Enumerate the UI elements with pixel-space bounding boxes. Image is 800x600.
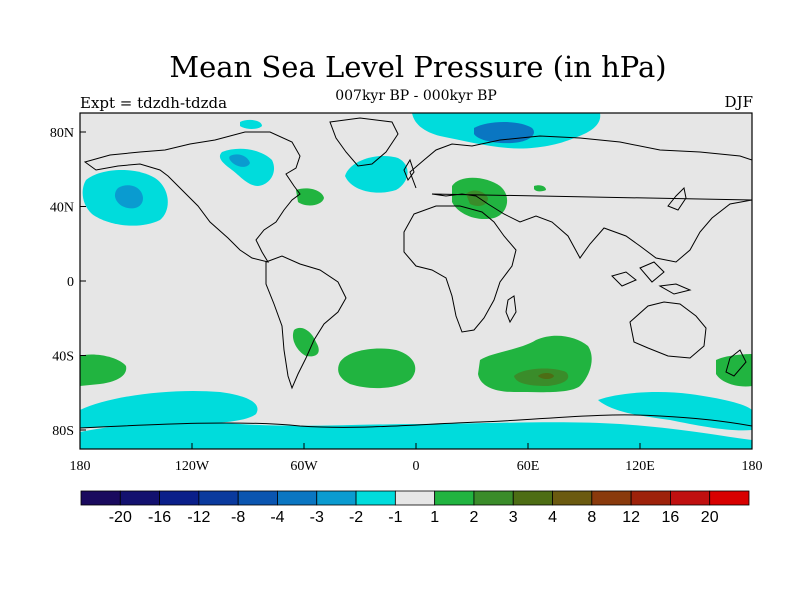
colorbar-swatch — [159, 490, 200, 506]
lat-tick-label: 40N — [50, 201, 74, 216]
colorbar-label: -1 — [388, 509, 402, 526]
contour-south-america-high — [292, 327, 319, 357]
contour-south-pacific-west-high — [80, 354, 127, 386]
colorbar-swatch — [709, 490, 750, 506]
coast-indonesia — [611, 261, 692, 295]
coast-madagascar — [505, 295, 517, 324]
longitude-axis: 180 120W 60W 0 60E 120E 180 — [70, 443, 763, 474]
coast-australia — [629, 301, 707, 359]
contour-north-pacific-core — [114, 185, 143, 209]
lon-tick-label: 180 — [742, 459, 763, 474]
contour-greenland-patch — [534, 185, 546, 192]
colorbar-label: 12 — [622, 509, 640, 526]
lon-tick-label: 60E — [517, 459, 540, 474]
colorbar-swatch — [473, 490, 514, 506]
contour-southern-ocean-west — [80, 390, 258, 428]
latitude-axis: 80N 40N 0 40S 80S — [50, 126, 86, 439]
colorbar-label: 1 — [430, 509, 439, 526]
coast-antarctica — [80, 414, 752, 429]
colorbar-swatch — [670, 490, 711, 506]
colorbar-label: -8 — [231, 509, 245, 526]
colorbar-label: 20 — [701, 509, 719, 526]
colorbar-swatch — [512, 490, 553, 506]
colorbar-swatch — [237, 490, 278, 506]
colorbar-label: 16 — [662, 509, 680, 526]
colorbar-swatch — [552, 490, 593, 506]
lat-tick-label: 40S — [52, 350, 74, 365]
colorbar-label: -4 — [270, 509, 284, 526]
lat-tick-label: 80N — [50, 126, 74, 141]
lat-tick-label: 0 — [67, 275, 74, 290]
lon-tick-label: 120W — [175, 459, 210, 474]
colorbar-swatch — [591, 490, 632, 506]
coast-africa — [403, 205, 517, 333]
coast-new-zealand — [725, 349, 747, 377]
contour-canada-core — [229, 154, 250, 167]
chart-subtitle: 007kyr BP - 000kyr BP — [335, 88, 497, 104]
colorbar-swatch — [355, 490, 396, 506]
colorbar-swatch — [434, 490, 475, 506]
colorbar-label: -2 — [349, 509, 363, 526]
contour-arctic-patch-west — [240, 119, 262, 129]
colorbar-swatch — [198, 490, 239, 506]
coast-eurasia — [409, 135, 752, 263]
lon-tick-label: 180 — [70, 459, 91, 474]
colorbar-label: -3 — [310, 509, 324, 526]
colorbar-label: -12 — [187, 509, 210, 526]
lon-tick-label: 60W — [290, 459, 318, 474]
colorbar-swatch — [316, 490, 357, 506]
colorbar-swatch — [80, 490, 121, 506]
colorbar-swatch — [277, 490, 318, 506]
colorbar: -20 -16 -12 -8 -4 -3 -2 -1 1 2 3 4 8 12 16 20 — [80, 490, 750, 526]
contour-antarctic-band — [80, 422, 752, 449]
colorbar-label: 2 — [469, 509, 478, 526]
chart-title: Mean Sea Level Pressure (in hPa) — [169, 50, 667, 84]
coastlines — [80, 117, 752, 429]
lat-tick-label: 80S — [52, 424, 74, 439]
colorbar-label: 8 — [587, 509, 596, 526]
colorbar-swatch — [630, 490, 671, 506]
coast-greenland — [329, 117, 399, 167]
colorbar-label: 3 — [509, 509, 518, 526]
lon-tick-label: 120E — [625, 459, 655, 474]
contour-east-us-high — [296, 188, 324, 206]
coast-japan — [667, 186, 687, 211]
experiment-label: Expt = tdzdh-tdzda — [80, 94, 228, 112]
colorbar-swatch — [394, 490, 436, 506]
colorbar-label: -20 — [109, 509, 132, 526]
colorbar-swatch — [119, 490, 160, 506]
coast-uk — [403, 158, 415, 182]
colorbar-label: -16 — [148, 509, 171, 526]
contour-indian-ocean-center — [538, 373, 554, 379]
colorbar-label: 4 — [548, 509, 557, 526]
coast-north-america — [83, 131, 301, 263]
contour-south-atlantic-high — [338, 348, 416, 389]
lon-tick-label: 0 — [413, 459, 420, 474]
season-label: DJF — [724, 93, 753, 111]
coast-south-america — [265, 255, 347, 390]
contour-south-pacific-east-high — [716, 354, 752, 387]
